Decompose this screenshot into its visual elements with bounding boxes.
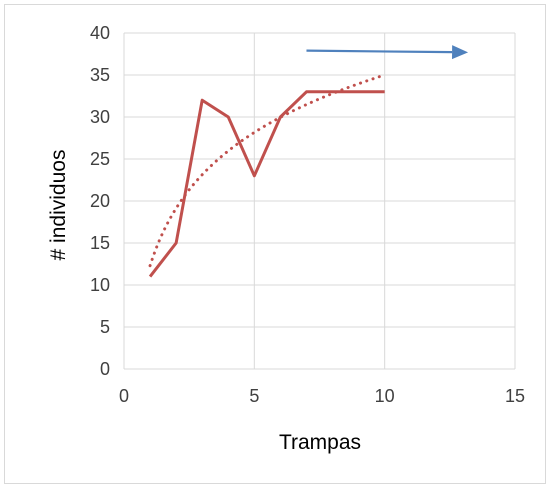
y-tick-label: 10 [90, 275, 110, 295]
x-tick-label: 10 [375, 386, 395, 406]
x-tick-label: 15 [505, 386, 525, 406]
series-line [148, 90, 385, 278]
gridlines [123, 32, 516, 370]
annotation-layer [306, 45, 469, 60]
y-tick-label: 25 [90, 149, 110, 169]
y-axis-title: # individuos [47, 150, 70, 261]
series-layer [148, 73, 387, 278]
y-tick-label: 30 [90, 107, 110, 127]
y-tick-label: 40 [90, 23, 110, 43]
y-tick-label: 0 [100, 359, 110, 379]
annotation-arrow-shaft [306, 49, 453, 54]
x-tick-label: 0 [119, 386, 129, 406]
y-tick-label: 35 [90, 65, 110, 85]
y-tick-label: 15 [90, 233, 110, 253]
x-axis-title: Trampas [279, 431, 361, 454]
y-tick-label: 5 [100, 317, 110, 337]
x-tick-label: 5 [249, 386, 259, 406]
chart-svg: 0 5 10 15 20 25 30 35 40 0 5 10 15 Trampas # individ… [47, 23, 525, 454]
tick-labels: 0 5 10 15 20 25 30 35 40 0 5 10 15 [90, 23, 525, 406]
chart-frame: 0 5 10 15 20 25 30 35 40 0 5 10 15 Trampas # individ… [4, 4, 546, 484]
y-tick-label: 20 [90, 191, 110, 211]
trendline-dotted [148, 73, 387, 268]
annotation-arrow-head [452, 45, 469, 60]
